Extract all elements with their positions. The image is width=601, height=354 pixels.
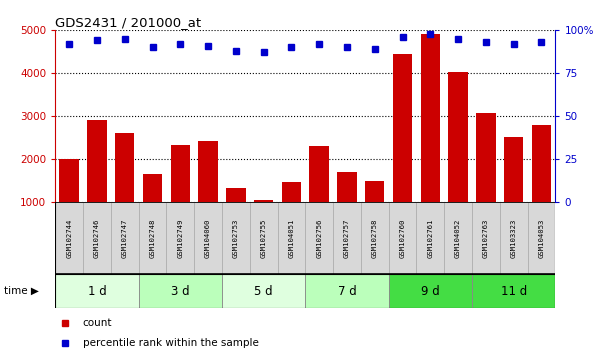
Bar [500,202,528,274]
Text: GSM102747: GSM102747 [122,218,128,258]
Bar [83,202,111,274]
Text: GSM103323: GSM103323 [511,218,517,258]
Bar [416,202,444,274]
Text: 1 d: 1 d [88,285,106,298]
Text: GSM102753: GSM102753 [233,218,239,258]
Bar [282,182,301,245]
Bar [444,202,472,274]
Text: GSM102744: GSM102744 [66,218,72,258]
Text: 5 d: 5 d [254,285,273,298]
Text: GSM102763: GSM102763 [483,218,489,258]
Bar [528,202,555,274]
Text: GSM104052: GSM104052 [455,218,461,258]
Bar [55,202,83,274]
Bar [448,72,468,245]
Bar [476,113,496,245]
Bar [532,125,551,245]
Text: GSM102756: GSM102756 [316,218,322,258]
Bar [139,274,222,308]
Text: GDS2431 / 201000_at: GDS2431 / 201000_at [55,16,201,29]
Text: GSM104053: GSM104053 [538,218,545,258]
Bar [59,159,79,245]
Text: GSM102746: GSM102746 [94,218,100,258]
Text: percentile rank within the sample: percentile rank within the sample [83,338,258,348]
Text: GSM102749: GSM102749 [177,218,183,258]
Text: GSM104051: GSM104051 [288,218,294,258]
Bar [171,145,190,245]
Text: count: count [83,318,112,329]
Bar [222,274,305,308]
Text: GSM104060: GSM104060 [205,218,211,258]
Bar [254,200,273,245]
Bar [361,202,389,274]
Bar [472,274,555,308]
Bar [139,202,166,274]
Bar [365,181,385,245]
Bar [198,141,218,245]
Text: 11 d: 11 d [501,285,527,298]
Bar [115,133,135,245]
Text: 3 d: 3 d [171,285,189,298]
Bar [504,137,523,245]
Bar [222,202,250,274]
Bar [389,274,472,308]
Bar [310,146,329,245]
Bar [166,202,194,274]
Text: 9 d: 9 d [421,285,440,298]
Text: GSM102761: GSM102761 [427,218,433,258]
Bar [305,274,389,308]
Text: GSM102758: GSM102758 [372,218,378,258]
Text: GSM102757: GSM102757 [344,218,350,258]
Bar [472,202,500,274]
Bar [421,34,440,245]
Bar [111,202,139,274]
Bar [55,274,139,308]
Bar [333,202,361,274]
Text: 7 d: 7 d [338,285,356,298]
Text: time ▶: time ▶ [4,286,39,296]
Bar [194,202,222,274]
Bar [393,54,412,245]
Bar [87,120,107,245]
Text: GSM102760: GSM102760 [400,218,406,258]
Text: GSM102748: GSM102748 [150,218,156,258]
Text: GSM102755: GSM102755 [261,218,267,258]
Bar [337,172,357,245]
Bar [143,174,162,245]
Bar [226,188,246,245]
Bar [305,202,333,274]
Bar [278,202,305,274]
Bar [389,202,416,274]
Bar [250,202,278,274]
